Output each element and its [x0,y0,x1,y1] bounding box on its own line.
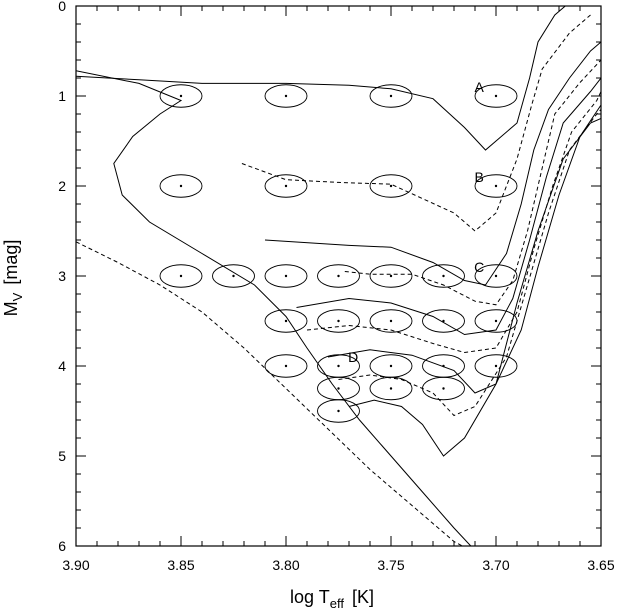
curve-7 [296,77,601,336]
curve-11 [348,118,601,457]
error-ellipse [369,264,413,288]
data-point [494,274,498,278]
error-ellipse [264,309,308,333]
x-tick-label: 3.70 [482,557,509,573]
data-point [494,319,498,323]
error-ellipse [422,264,465,288]
y-tick-label: 4 [58,358,66,374]
x-tick-label: 3.90 [62,557,89,573]
error-ellipse [474,354,518,378]
error-ellipses [159,84,518,423]
error-ellipse [212,264,255,288]
y-tick-label: 2 [58,178,66,194]
x-axis-title-main: log T [290,587,330,607]
error-ellipse [264,174,308,198]
error-ellipse [369,84,413,108]
error-ellipse [317,399,360,423]
y-axis-title-main: M [1,301,21,316]
error-ellipse [159,264,203,288]
data-point [442,364,445,368]
curve-9 [327,104,601,394]
data-point [389,184,393,188]
curve-6 [344,59,601,306]
y-tick-label: 6 [58,538,66,554]
error-ellipse [264,264,308,288]
y-axis-title: MV [mag] [1,240,25,317]
error-ellipse [474,264,518,288]
data-point [442,387,445,390]
error-ellipse [474,309,518,333]
y-axis-title-unit: [mag] [1,240,21,285]
curve-8 [306,91,601,354]
curve-4 [241,14,591,232]
data-point [442,319,445,323]
tick-labels: 3.90 3.85 3.80 3.75 3.70 3.65 0 1 2 3 4 5 6 [58,0,615,573]
y-tick-label: 0 [58,0,66,14]
data-point [179,274,183,278]
y-tick-label: 3 [58,268,66,284]
point-labels: A B C D [348,79,484,365]
data-point [284,319,288,323]
data-point [337,274,340,278]
x-tick-label: 3.75 [377,557,404,573]
curve-10 [338,109,601,417]
error-ellipse [264,354,308,378]
x-tick-label: 3.85 [167,557,194,573]
error-ellipse [474,174,518,198]
data-point [389,364,393,368]
data-point [494,94,498,98]
data-point [494,184,498,188]
x-tick-label: 3.65 [587,557,614,573]
curve-3 [76,241,463,546]
data-point [284,94,288,98]
data-point [284,274,288,278]
point-label-a: A [475,79,485,95]
x-axis-title: log Teff [K] [290,587,374,611]
y-axis-title-sub: V [10,292,25,301]
axis-ticks [75,5,602,547]
error-ellipse [369,376,413,401]
point-label-c: C [474,259,484,275]
error-ellipse [369,309,413,333]
x-tick-label: 3.80 [272,557,299,573]
error-ellipse [317,309,360,333]
error-ellipse [422,309,465,333]
curve-1 [76,6,566,151]
data-point [284,364,288,368]
data-point [232,274,235,278]
x-axis-title-sub: eff [330,596,345,611]
error-ellipse [422,376,465,401]
curve-2 [76,70,472,546]
error-ellipse [317,264,360,288]
data-point [337,319,340,323]
data-point [389,319,393,323]
data-point [389,387,393,390]
point-label-b: B [475,169,484,185]
data-point [179,94,183,98]
data-point [389,94,393,98]
data-points [179,94,498,413]
point-label-d: D [348,349,358,365]
y-tick-label: 5 [58,448,66,464]
data-point [337,364,340,368]
y-tick-label: 1 [58,88,66,104]
data-point [337,387,340,390]
data-point [389,274,393,278]
curve-5 [264,41,601,286]
error-ellipse [474,84,518,108]
isochrone-curves [76,6,601,546]
data-point [284,184,288,188]
data-point [337,409,340,413]
error-ellipse [369,174,413,198]
error-ellipse [159,84,203,108]
data-point [494,364,498,368]
error-ellipse [264,84,308,108]
error-ellipse [159,174,203,198]
data-point [179,184,183,188]
x-axis-title-unit: [K] [352,587,374,607]
data-point [442,274,445,278]
